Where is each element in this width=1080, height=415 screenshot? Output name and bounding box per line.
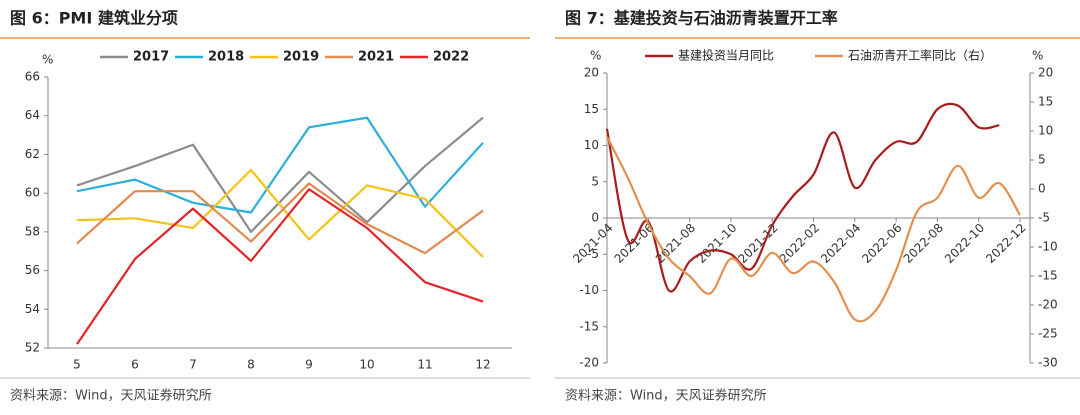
series-line: [76, 188, 484, 345]
legend-label: 2021: [358, 50, 394, 65]
y2-tick-label: -5: [1038, 211, 1050, 225]
x-tick-label: 10: [359, 358, 374, 372]
x-tick-label: 11: [417, 358, 432, 372]
y2-tick-label: 15: [1038, 95, 1053, 109]
y2-axis-label: %: [1032, 49, 1043, 63]
x-tick-label: 2022-04: [818, 221, 863, 266]
x-tick-label: 9: [305, 358, 313, 372]
x-tick-label: 2022-08: [901, 221, 946, 266]
y-tick-label: 5: [591, 174, 599, 188]
y-tick-label: 54: [25, 302, 40, 316]
y2-tick-label: -10: [1038, 240, 1058, 254]
y2-tick-label: -25: [1038, 327, 1058, 341]
x-tick-label: 7: [189, 358, 197, 372]
panel-left: 图 6：PMI 建筑业分项 % 资料来源：Wind，天风证券研究所: [0, 9, 530, 404]
chart-title: 图 7：基建投资与石油沥青装置开工率: [565, 9, 838, 28]
y2-tick-label: 20: [1038, 66, 1053, 80]
y-tick-label: 58: [25, 224, 40, 238]
legend-label: 2022: [433, 50, 469, 65]
x-tick-label: 2022-12: [983, 221, 1028, 266]
series-line: [76, 182, 484, 255]
y-tick-label: 20: [584, 66, 599, 80]
y2-tick-label: -20: [1038, 298, 1058, 312]
y-tick-label: 60: [25, 186, 40, 200]
y2-tick-label: 0: [1038, 182, 1046, 196]
y-tick-label: 10: [584, 138, 599, 152]
y-tick-label: 52: [25, 341, 40, 355]
panel-right: 图 7：基建投资与石油沥青装置开工率 % % 资料来源：Wind，天风证券研究所: [555, 9, 1080, 404]
x-tick-label: 6: [131, 358, 139, 372]
series-line: [606, 136, 1021, 323]
legend-label: 2019: [283, 50, 319, 65]
x-tick-label: 5: [73, 358, 81, 372]
series-line: [605, 102, 1000, 293]
x-tick-label: 2022-10: [942, 221, 987, 266]
x-tick-label: 2022-06: [859, 221, 904, 266]
y2-tick-label: -15: [1038, 269, 1058, 283]
y2-tick-label: 10: [1038, 124, 1053, 138]
y-tick-label: -5: [587, 247, 599, 261]
y-tick-label: 56: [25, 263, 40, 277]
source: 资料来源：Wind，天风证券研究所: [565, 388, 767, 404]
x-tick-label: 8: [247, 358, 255, 372]
legend-label: 石油沥青开工率同比（右）: [848, 48, 992, 63]
y-axis-label: %: [42, 53, 53, 67]
y-tick-label: -15: [579, 319, 599, 333]
y-tick-label: 64: [25, 108, 40, 122]
y2-tick-label: -30: [1038, 356, 1058, 370]
y-axis-label: %: [590, 49, 601, 63]
series-line: [76, 116, 484, 233]
x-tick-label: 2022-02: [777, 221, 822, 266]
legend-label: 2018: [208, 50, 244, 65]
y-tick-label: 15: [584, 102, 599, 116]
x-tick-label: 12: [475, 358, 490, 372]
y-tick-label: 66: [25, 70, 40, 84]
y-tick-label: 0: [591, 211, 599, 225]
series-line: [76, 168, 484, 258]
legend-label: 基建投资当月同比: [678, 48, 774, 63]
series-line: [76, 116, 484, 214]
y-tick-label: -20: [579, 356, 599, 370]
y-tick-label: -10: [579, 283, 599, 297]
y-tick-label: 62: [25, 147, 40, 161]
legend-label: 2017: [133, 50, 169, 65]
chart-title: 图 6：PMI 建筑业分项: [10, 9, 178, 28]
y2-tick-label: 5: [1038, 153, 1046, 167]
source: 资料来源：Wind，天风证券研究所: [10, 388, 212, 404]
